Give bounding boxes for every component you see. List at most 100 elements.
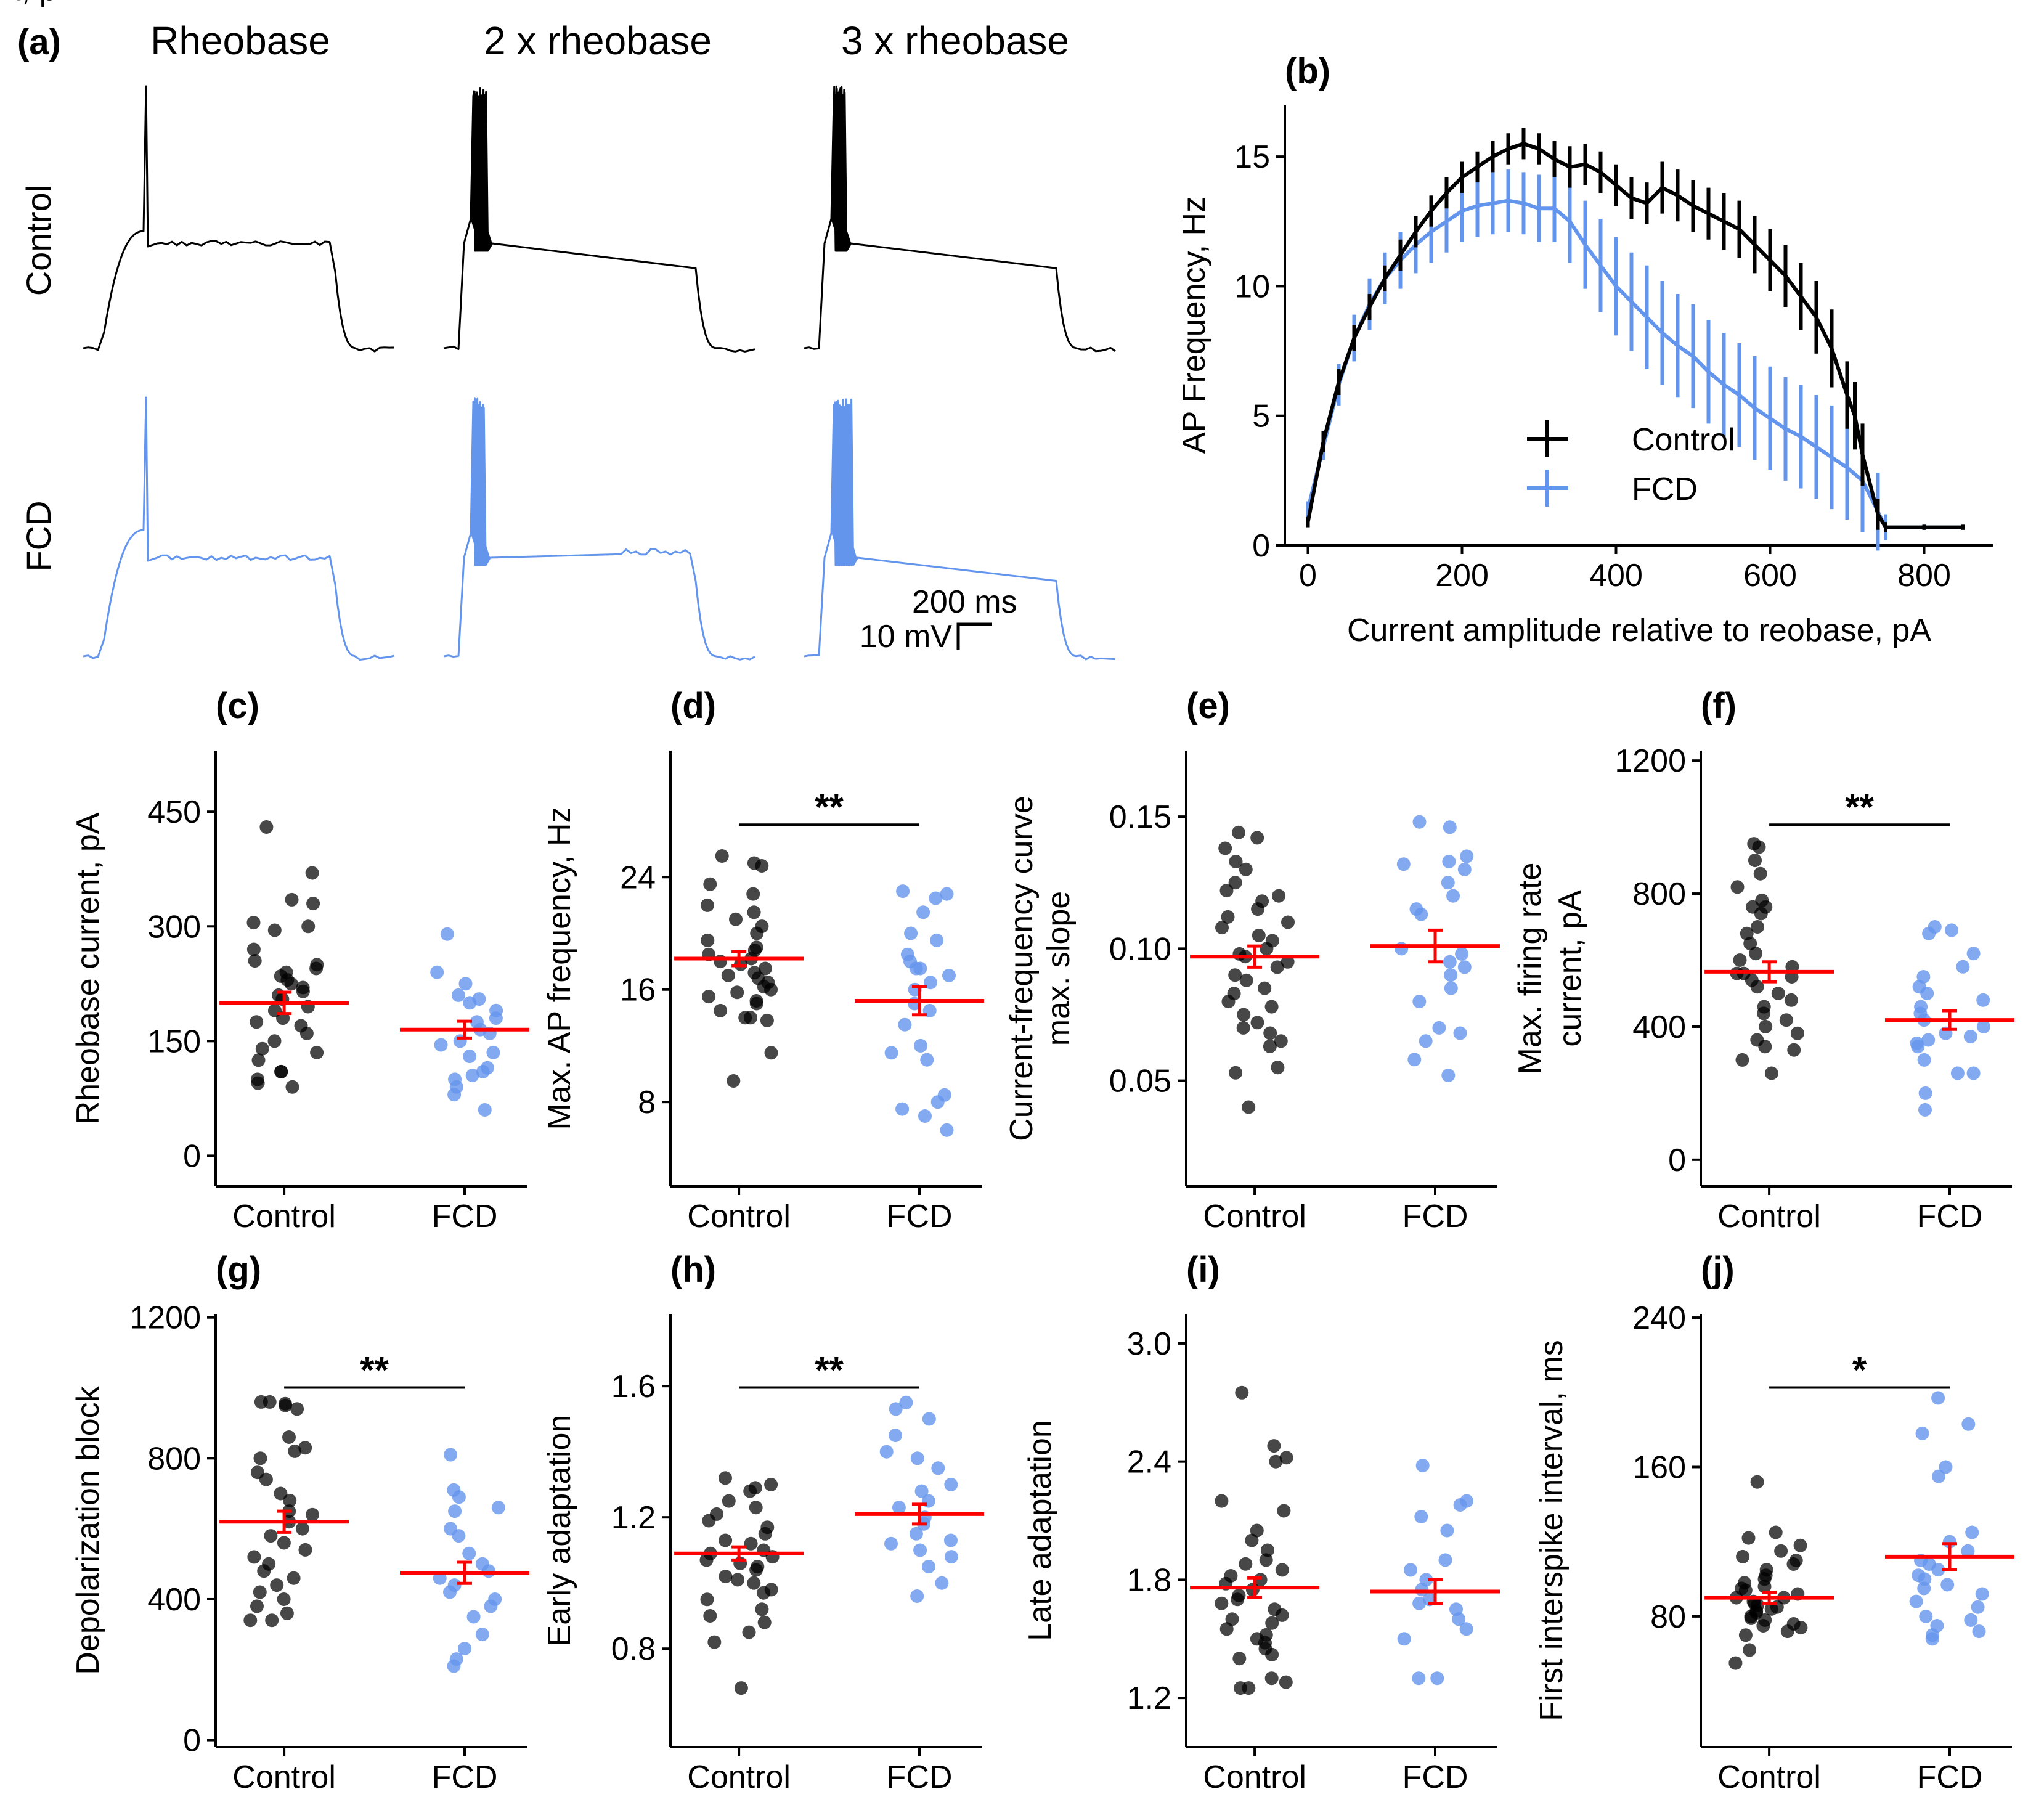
data-point bbox=[1922, 926, 1936, 940]
y-tick-label: 800 bbox=[147, 1441, 201, 1477]
series-line bbox=[1306, 198, 1963, 529]
x-tick-label: Control bbox=[232, 1199, 336, 1234]
x-tick-label: Control bbox=[1203, 1759, 1306, 1795]
data-point bbox=[747, 1576, 761, 1590]
data-point bbox=[1764, 1602, 1778, 1616]
data-point bbox=[1794, 1621, 1808, 1635]
data-point bbox=[1215, 1596, 1229, 1610]
panel-e: (e) 0.05 0.10 0.15 Control FCD Current-frequen… bbox=[1004, 686, 1500, 1234]
data-point bbox=[1229, 855, 1243, 868]
data-point bbox=[1976, 993, 1990, 1007]
data-point bbox=[284, 977, 298, 991]
data-point bbox=[254, 1395, 268, 1409]
data-point bbox=[458, 977, 473, 991]
data-point bbox=[285, 892, 299, 907]
data-point bbox=[1395, 942, 1409, 956]
data-point bbox=[1743, 937, 1757, 950]
data-point bbox=[892, 1501, 906, 1515]
y-tick-label: 0.15 bbox=[1109, 799, 1171, 835]
data-point bbox=[1918, 1086, 1932, 1100]
data-point bbox=[443, 1585, 457, 1599]
data-point bbox=[251, 1053, 266, 1067]
data-point bbox=[1939, 1460, 1953, 1474]
data-point bbox=[1252, 928, 1266, 942]
data-point bbox=[1774, 1544, 1788, 1558]
data-point bbox=[1751, 920, 1764, 934]
data-point bbox=[764, 1046, 778, 1060]
data-point bbox=[1414, 907, 1428, 921]
data-point bbox=[1235, 1385, 1249, 1400]
data-point bbox=[491, 1501, 505, 1515]
data-point bbox=[889, 1429, 902, 1443]
data-point bbox=[702, 990, 716, 1004]
y-tick-label: 450 bbox=[147, 794, 201, 830]
y-tick-label: 1.6 bbox=[611, 1369, 656, 1404]
data-point bbox=[1964, 1613, 1978, 1627]
data-point bbox=[1735, 1053, 1749, 1067]
data-point bbox=[1237, 1008, 1251, 1022]
data-point bbox=[1239, 862, 1253, 876]
series-fcd bbox=[1909, 1391, 1989, 1646]
panel-letter-b: (b) bbox=[1285, 51, 1330, 91]
data-point bbox=[463, 996, 477, 1010]
y-tick-label: 1200 bbox=[1614, 743, 1686, 779]
y-tick-label: 400 bbox=[1632, 1009, 1686, 1045]
significance-label: ** bbox=[815, 1350, 844, 1391]
data-point bbox=[1441, 876, 1455, 890]
data-point bbox=[255, 1041, 269, 1056]
y-tick-label: 1.2 bbox=[1127, 1681, 1171, 1716]
x-tick-label: FCD bbox=[887, 1759, 953, 1795]
data-point bbox=[898, 1017, 912, 1032]
data-point bbox=[1419, 1034, 1433, 1048]
data-point bbox=[1730, 880, 1745, 894]
data-point bbox=[277, 1592, 291, 1606]
data-point bbox=[744, 1536, 758, 1551]
data-point bbox=[1219, 1622, 1234, 1636]
row-label-fcd: FCD bbox=[19, 500, 58, 571]
series-control bbox=[243, 1395, 319, 1628]
data-point bbox=[250, 1015, 264, 1029]
data-point bbox=[1263, 1026, 1277, 1040]
data-point bbox=[701, 933, 715, 947]
data-point bbox=[923, 976, 937, 990]
data-point bbox=[1915, 1426, 1929, 1440]
y-axis-label: AP Frequency, Hz bbox=[1176, 197, 1212, 454]
data-point bbox=[1932, 1469, 1945, 1483]
trace-control-col1 bbox=[83, 85, 395, 353]
data-point bbox=[1245, 1583, 1260, 1597]
data-point bbox=[283, 1493, 297, 1507]
x-tick-label: Control bbox=[687, 1759, 791, 1795]
data-point bbox=[1228, 968, 1242, 982]
data-point bbox=[447, 1659, 461, 1673]
data-point bbox=[1764, 1066, 1778, 1080]
data-point bbox=[465, 1069, 479, 1083]
trace-fcd-col2 bbox=[443, 397, 755, 661]
panel-g: (g) 0 400 800 1200 Control FCD Depolarization b… bbox=[0, 0, 529, 1795]
data-point bbox=[1925, 1632, 1939, 1646]
data-point bbox=[1741, 1531, 1756, 1545]
data-point bbox=[703, 1609, 717, 1623]
data-point bbox=[305, 866, 319, 880]
data-point bbox=[298, 1441, 312, 1455]
data-point bbox=[1920, 987, 1934, 1000]
data-point bbox=[1909, 1594, 1923, 1608]
panel-i: (i) 1.2 1.8 2.4 3.0 Control FCD Late adaptation bbox=[1022, 1250, 1500, 1795]
data-point bbox=[1769, 1525, 1783, 1539]
data-point bbox=[703, 877, 717, 891]
panel-letter-a: (a) bbox=[17, 22, 61, 62]
y-tick-label: 0 bbox=[1668, 1143, 1686, 1178]
data-point bbox=[1444, 981, 1458, 995]
data-point bbox=[489, 1011, 503, 1025]
data-point bbox=[1752, 840, 1766, 854]
significance-label: ** bbox=[815, 786, 844, 828]
data-point bbox=[462, 1546, 476, 1560]
data-point bbox=[1917, 1581, 1931, 1596]
data-point bbox=[746, 887, 760, 901]
data-point bbox=[1251, 902, 1265, 916]
data-point bbox=[1756, 1619, 1770, 1633]
data-point bbox=[896, 884, 910, 899]
x-tick-label: Control bbox=[232, 1759, 336, 1795]
y-axis-label: First interspike interval, ms bbox=[1534, 1340, 1570, 1721]
series-control bbox=[246, 820, 324, 1094]
